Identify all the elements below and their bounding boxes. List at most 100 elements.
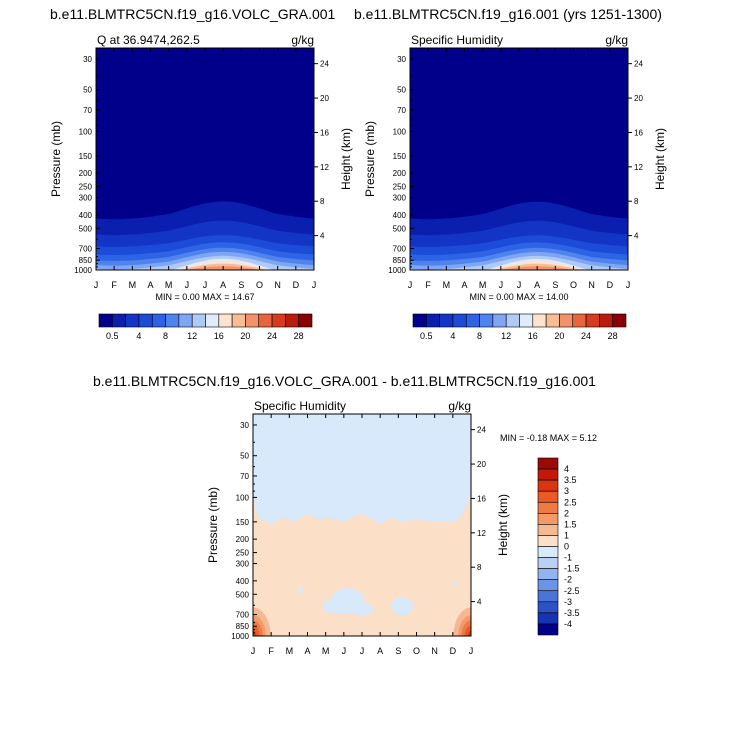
pressure-tick-label: 1000 xyxy=(388,266,406,275)
colorbar-swatch xyxy=(151,313,166,328)
colorbar-swatch xyxy=(452,313,467,328)
pressure-tick-label: 300 xyxy=(79,194,93,203)
colorbar-label: 16 xyxy=(528,331,538,341)
colorbar-swatch xyxy=(258,313,273,328)
colorbar-label: 0 xyxy=(564,542,569,552)
colorbar-swatch xyxy=(439,313,454,328)
colorbar-swatch xyxy=(298,313,313,328)
month-tick-label: O xyxy=(570,280,577,290)
month-tick-label: M xyxy=(443,280,451,290)
height-tick-label: 8 xyxy=(320,197,325,206)
colorbar-label: 8 xyxy=(477,331,482,341)
pressure-tick-label: 200 xyxy=(393,169,407,178)
colorbar-label: 1 xyxy=(564,530,569,540)
colorbar-swatch xyxy=(537,524,559,536)
colorbar-label: 28 xyxy=(608,331,618,341)
pressure-tick-label: 50 xyxy=(83,86,92,95)
colorbar-label: 0.5 xyxy=(106,331,119,341)
month-tick-label: J xyxy=(94,280,99,290)
pressure-tick-label: 150 xyxy=(79,152,93,161)
month-tick-label: F xyxy=(268,646,274,656)
colorbar-swatch xyxy=(492,313,507,328)
pressure-tick-label: 100 xyxy=(236,493,250,502)
colorbar-swatch xyxy=(537,590,559,603)
pressure-tick-label: 700 xyxy=(236,611,250,620)
colorbar-label: -2 xyxy=(564,575,572,585)
colorbar-label: 12 xyxy=(187,331,197,341)
colorbar-swatch xyxy=(178,313,193,328)
month-tick-label: S xyxy=(238,280,244,290)
pressure-tick-label: 50 xyxy=(240,452,249,461)
colorbar-swatch xyxy=(412,313,427,328)
colorbar-swatch xyxy=(599,313,613,328)
colorbar-label: -4 xyxy=(564,619,572,629)
pressure-tick-label: 250 xyxy=(236,549,250,558)
pressure-tick-label: 30 xyxy=(240,421,249,430)
colorbar-label: 20 xyxy=(240,331,250,341)
month-tick-label: M xyxy=(479,280,487,290)
colorbar-swatch xyxy=(537,568,559,580)
month-tick-label: J xyxy=(499,280,504,290)
height-tick-label: 20 xyxy=(634,94,643,103)
month-tick-label: A xyxy=(534,280,540,290)
month-tick-label: A xyxy=(377,646,383,656)
colorbar-swatch xyxy=(537,557,559,569)
colorbar-swatch xyxy=(537,457,559,470)
y2-axis-label: Height (km) xyxy=(653,128,667,190)
height-tick-label: 12 xyxy=(320,163,329,172)
top-right-title: b.e11.BLMTRC5CN.f19_g16.001 (yrs 1251-13… xyxy=(354,6,662,22)
colorbar-label: 20 xyxy=(554,331,564,341)
pressure-tick-label: 200 xyxy=(79,169,93,178)
min-max-stats: MIN = -0.18 MAX = 5.12 xyxy=(500,433,597,443)
pressure-tick-label: 850 xyxy=(393,256,407,265)
height-tick-label: 24 xyxy=(634,60,643,69)
pressure-tick-label: 1000 xyxy=(74,266,92,275)
colorbar-swatch xyxy=(537,479,559,492)
month-tick-label: J xyxy=(203,280,208,290)
height-tick-label: 16 xyxy=(477,494,486,503)
colorbar-label: 4 xyxy=(564,464,569,474)
month-tick-label: J xyxy=(360,646,365,656)
height-tick-label: 24 xyxy=(477,426,486,435)
colorbar-swatch xyxy=(285,313,299,328)
month-tick-label: D xyxy=(607,280,614,290)
height-tick-label: 12 xyxy=(477,529,486,538)
month-tick-label: N xyxy=(431,646,438,656)
month-tick-label: N xyxy=(274,280,281,290)
colorbar-swatch xyxy=(191,313,206,328)
min-max-stats: MIN = 0.00 MAX = 14.00 xyxy=(469,292,568,302)
month-tick-label: A xyxy=(461,280,467,290)
height-tick-label: 4 xyxy=(477,598,482,607)
pressure-tick-label: 150 xyxy=(393,152,407,161)
colorbar-swatch xyxy=(505,313,520,328)
colorbar-label: 8 xyxy=(163,331,168,341)
height-tick-label: 12 xyxy=(634,163,643,172)
pressure-tick-label: 700 xyxy=(393,245,407,254)
negative-blob xyxy=(297,586,303,595)
panel-units: g/kg xyxy=(448,399,471,413)
positive-maximum xyxy=(467,630,471,636)
pressure-tick-label: 400 xyxy=(79,211,93,220)
volc-field xyxy=(96,48,314,270)
month-tick-label: A xyxy=(304,646,310,656)
colorbar-label: 2.5 xyxy=(564,497,577,507)
month-tick-label: A xyxy=(220,280,226,290)
colorbar-swatch xyxy=(585,313,600,328)
pressure-tick-label: 300 xyxy=(393,194,407,203)
y2-axis-label: Height (km) xyxy=(496,494,510,556)
y2-axis-label: Height (km) xyxy=(339,128,353,190)
min-max-stats: MIN = 0.00 MAX = 14.67 xyxy=(155,292,254,302)
month-tick-label: J xyxy=(185,280,190,290)
pressure-tick-label: 150 xyxy=(236,518,250,527)
pressure-tick-label: 300 xyxy=(236,560,250,569)
month-tick-label: J xyxy=(469,646,474,656)
colorbar-swatch xyxy=(271,313,286,328)
month-tick-label: J xyxy=(312,280,317,290)
pressure-tick-label: 70 xyxy=(240,472,249,481)
negative-blob xyxy=(454,580,459,587)
colorbar-label: 24 xyxy=(267,331,277,341)
month-tick-label: S xyxy=(552,280,558,290)
pressure-tick-label: 850 xyxy=(236,622,250,631)
